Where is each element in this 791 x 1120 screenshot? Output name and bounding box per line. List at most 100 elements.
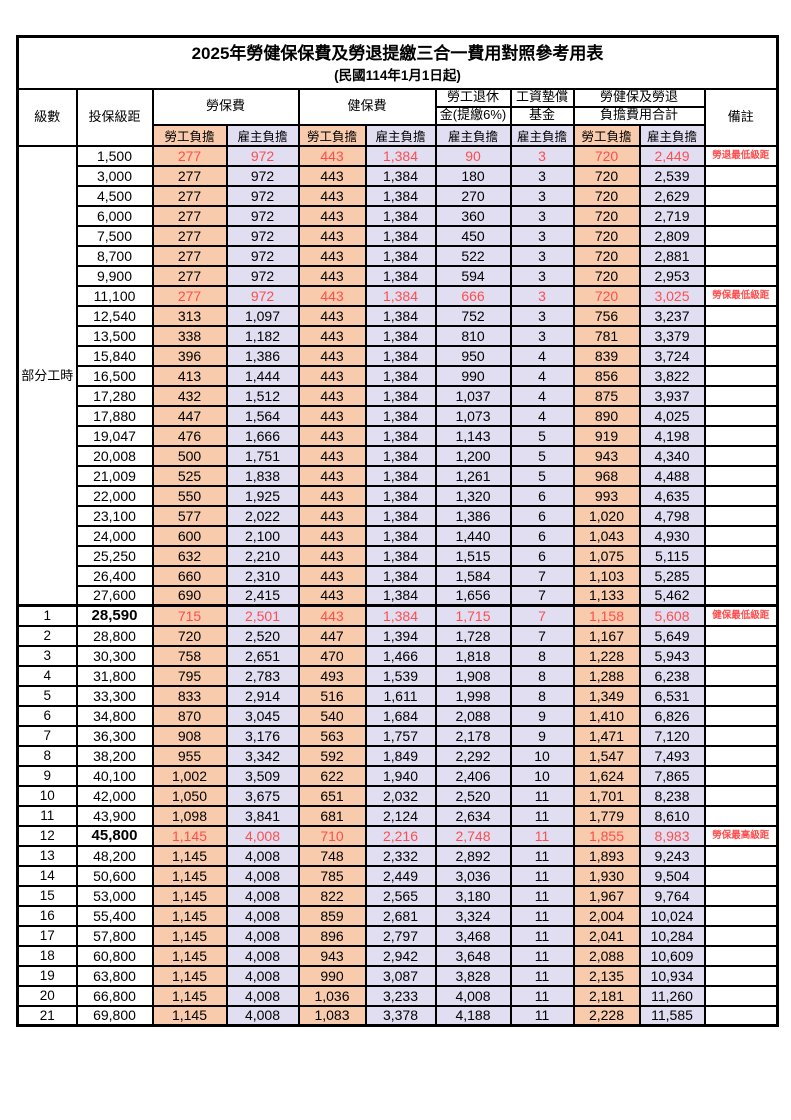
note [703, 644, 779, 667]
wage-fund-employer-fee: 7 [509, 564, 575, 587]
total-employer-fee: 4,488 [638, 464, 706, 487]
pension-employer-fee: 666 [434, 284, 512, 307]
pension-employer-fee: 522 [434, 244, 512, 267]
health-ins-employer-fee: 1,384 [364, 364, 437, 387]
labor-ins-employee-fee: 720 [151, 624, 228, 647]
note [703, 184, 779, 207]
table-row: 15,840 396 1,386 443 1,384 950 4 839 3,724 [18, 344, 779, 367]
level-number: 19 [16, 964, 78, 987]
health-ins-employer-fee: 1,384 [364, 344, 437, 367]
salary-bracket: 9,900 [75, 264, 154, 287]
health-ins-employer-fee: 2,942 [364, 944, 437, 967]
labor-ins-employer-fee: 4,008 [225, 904, 300, 927]
labor-ins-employer-fee: 1,666 [225, 424, 300, 447]
salary-bracket: 8,700 [75, 244, 154, 267]
pension-employer-fee: 3,180 [434, 884, 512, 907]
health-ins-employer-fee: 3,378 [364, 1004, 437, 1027]
total-employee-fee: 720 [572, 204, 641, 227]
pension-employer-fee: 1,320 [434, 484, 512, 507]
salary-bracket: 21,009 [75, 464, 154, 487]
labor-ins-employer-fee: 4,008 [225, 1004, 300, 1027]
salary-bracket: 66,800 [75, 984, 154, 1007]
labor-ins-employee-fee: 690 [151, 584, 228, 607]
labor-ins-employer-fee: 972 [225, 184, 300, 207]
header-row-groups: 級數 投保級距 勞保費 健保費 勞工退休 工資墊償 勞健保及勞退 備註 [16, 87, 779, 147]
health-ins-employee-fee: 443 [297, 364, 367, 387]
total-employee-fee: 1,967 [572, 884, 641, 907]
health-ins-employee-fee: 443 [297, 504, 367, 527]
total-employer-fee: 3,724 [638, 344, 706, 367]
table-row: 9 40,100 1,002 3,509 622 1,940 2,406 10 1,624 7,8… [16, 764, 779, 787]
total-employer-fee: 6,826 [638, 704, 706, 727]
pension-employer-fee: 1,073 [434, 404, 512, 427]
labor-ins-employer-fee: 1,925 [225, 484, 300, 507]
note: 勞保最高級距 [703, 824, 779, 847]
total-employee-fee: 1,855 [572, 824, 641, 847]
total-employee-fee: 943 [572, 444, 641, 467]
total-employee-fee: 1,701 [572, 784, 641, 807]
health-ins-employer-fee: 1,757 [364, 724, 437, 747]
table-row: 24,000 600 2,100 443 1,384 1,440 6 1,043 4,930 [18, 524, 779, 547]
table-row: 16 55,400 1,145 4,008 859 2,681 3,324 11 2,004 10… [16, 904, 779, 927]
total-employee-fee: 2,181 [572, 984, 641, 1007]
table-row: 8 38,200 955 3,342 592 1,849 2,292 10 1,547 7,493 [16, 744, 779, 767]
salary-bracket: 38,200 [75, 744, 154, 767]
health-ins-employee-fee: 443 [297, 524, 367, 547]
note [703, 624, 779, 647]
page-title: 2025年勞健保保費及勞退提繳三合一費用對照參考用表 [191, 44, 604, 64]
labor-ins-employee-fee: 500 [151, 444, 228, 467]
labor-ins-employee-fee: 632 [151, 544, 228, 567]
health-ins-employer-fee: 1,394 [364, 624, 437, 647]
health-ins-employee-fee: 470 [297, 644, 367, 667]
pension-employer-fee: 1,440 [434, 524, 512, 547]
col-header-level: 級數 [16, 87, 78, 147]
table-row: 19,047 476 1,666 443 1,384 1,143 5 919 4,198 [18, 424, 779, 447]
total-employer-fee: 9,504 [638, 864, 706, 887]
pension-employer-fee: 2,088 [434, 704, 512, 727]
total-employer-fee: 3,937 [638, 384, 706, 407]
note [703, 784, 779, 807]
table-row: 5 33,300 833 2,914 516 1,611 1,998 8 1,349 6,531 [16, 684, 779, 707]
level-number: 11 [16, 804, 78, 827]
pension-employer-fee: 1,728 [434, 624, 512, 647]
health-ins-employee-fee: 990 [297, 964, 367, 987]
note [703, 484, 779, 507]
note [703, 324, 779, 347]
labor-ins-employee-fee: 1,145 [151, 864, 228, 887]
table-row: 14 50,600 1,145 4,008 785 2,449 3,036 11 1,930 9,… [16, 864, 779, 887]
total-employer-fee: 7,865 [638, 764, 706, 787]
pension-employer-fee: 1,261 [434, 464, 512, 487]
salary-bracket: 17,880 [75, 404, 154, 427]
note [703, 504, 779, 527]
table-row: 3 30,300 758 2,651 470 1,466 1,818 8 1,228 5,943 [16, 644, 779, 667]
subheader-pension-employer: 雇主負擔 [434, 123, 512, 147]
labor-ins-employee-fee: 277 [151, 244, 228, 267]
note [703, 524, 779, 547]
total-employee-fee: 720 [572, 284, 641, 307]
note [703, 704, 779, 727]
health-ins-employee-fee: 896 [297, 924, 367, 947]
labor-ins-employee-fee: 795 [151, 664, 228, 687]
pension-employer-fee: 3,828 [434, 964, 512, 987]
labor-ins-employee-fee: 1,002 [151, 764, 228, 787]
salary-bracket: 17,280 [75, 384, 154, 407]
labor-ins-employer-fee: 4,008 [225, 824, 300, 847]
health-ins-employee-fee: 651 [297, 784, 367, 807]
wage-fund-employer-fee: 11 [509, 944, 575, 967]
total-employer-fee: 10,024 [638, 904, 706, 927]
note [703, 444, 779, 467]
subheader-total-employer: 雇主負擔 [638, 123, 706, 147]
wage-fund-employer-fee: 9 [509, 704, 575, 727]
pension-employer-fee: 1,584 [434, 564, 512, 587]
pension-employer-fee: 1,037 [434, 384, 512, 407]
health-ins-employee-fee: 443 [297, 264, 367, 287]
health-ins-employer-fee: 2,332 [364, 844, 437, 867]
pension-employer-fee: 1,143 [434, 424, 512, 447]
pension-employer-fee: 2,178 [434, 724, 512, 747]
labor-ins-employer-fee: 972 [225, 164, 300, 187]
health-ins-employer-fee: 2,449 [364, 864, 437, 887]
labor-ins-employer-fee: 972 [225, 144, 300, 167]
health-ins-employee-fee: 443 [297, 484, 367, 507]
pension-employer-fee: 3,036 [434, 864, 512, 887]
table-row: 20 66,800 1,145 4,008 1,036 3,233 4,008 11 2,181… [16, 984, 779, 1007]
